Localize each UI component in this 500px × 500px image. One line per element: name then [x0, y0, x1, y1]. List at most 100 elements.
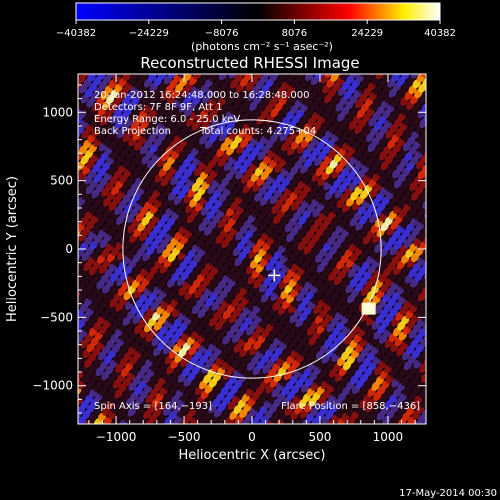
- heatmap-cell: [286, 425, 298, 437]
- colorbar-tick-label: −24229: [129, 28, 169, 39]
- heatmap-cell: [425, 254, 437, 266]
- heatmap-cell: [254, 74, 263, 80]
- heatmap-cell: [362, 60, 374, 72]
- heatmap-cell: [425, 315, 437, 327]
- heatmap-cell: [324, 74, 333, 78]
- heatmap-cell: [429, 309, 441, 321]
- heatmap-cell: [426, 289, 438, 301]
- heatmap-cell: [67, 293, 79, 305]
- x-tick-label: −1000: [96, 430, 137, 444]
- heatmap-cell: [350, 74, 359, 79]
- heatmap-cell: [200, 424, 212, 436]
- heatmap-cell: [74, 63, 86, 75]
- heatmap-cell: [63, 90, 75, 102]
- heatmap-cell: [378, 63, 390, 75]
- heatmap-cell: [428, 273, 440, 285]
- heatmap-cell: [62, 80, 74, 92]
- heatmap-cell: [81, 74, 90, 78]
- heatmap-cell: [431, 258, 443, 270]
- colorbar-tick-label: 24229: [351, 28, 383, 39]
- heatmap-cell: [244, 74, 253, 81]
- heatmap-cell: [428, 90, 440, 102]
- heatmap-cell: [84, 428, 96, 440]
- heatmap-cell: [429, 64, 441, 76]
- heatmap-cell: [296, 423, 308, 435]
- heatmap-cell: [429, 125, 441, 137]
- flare-position-label: Flare Position = [858,−436]: [281, 401, 420, 412]
- heatmap-cell: [67, 84, 79, 96]
- heatmap-cell: [430, 406, 442, 418]
- heatmap-cell: [78, 57, 90, 69]
- heatmap-cell: [193, 74, 202, 80]
- heatmap-cell: [426, 350, 438, 362]
- y-tick-label: −1000: [32, 379, 73, 393]
- heatmap-cell: [430, 222, 442, 234]
- heatmap-cell: [427, 421, 439, 433]
- heatmap-cell: [413, 62, 425, 74]
- heatmap-cell: [426, 167, 438, 179]
- heatmap-cell: [235, 423, 247, 435]
- heatmap-cell: [67, 416, 79, 428]
- heatmap-cell: [429, 187, 441, 199]
- annotation-detectors: Detectors: 7F 8F 9F, Att 1: [94, 102, 222, 113]
- heatmap-cell: [382, 57, 394, 69]
- heatmap-cell: [65, 406, 77, 418]
- heatmap-cell: [68, 426, 80, 438]
- heatmap-cell: [266, 428, 278, 440]
- heatmap-cell: [289, 74, 298, 79]
- heatmap-cell: [431, 74, 443, 86]
- heatmap-cell: [423, 60, 435, 72]
- heatmap-cell: [426, 228, 438, 240]
- y-tick-label: 0: [65, 242, 73, 256]
- heatmap-cell: [167, 74, 177, 79]
- footer-date: 17-May-2014 00:30: [399, 488, 497, 499]
- heatmap-cell: [66, 197, 78, 209]
- heatmap-cell: [314, 74, 324, 80]
- heatmap-cell: [94, 59, 106, 71]
- heatmap-cell: [97, 74, 106, 81]
- heatmap-cell: [155, 426, 167, 438]
- annotation-time-range: 20-Jun-2012 16:24:48.000 to 16:28:48.000: [94, 90, 310, 101]
- heatmap-cell: [398, 59, 410, 71]
- heatmap-cell: [408, 425, 420, 437]
- heatmap-cell: [238, 74, 247, 77]
- heatmap-cell: [428, 212, 440, 224]
- heatmap-cell: [431, 380, 443, 392]
- annotation-total-counts: Total counts: 4.275+04: [199, 126, 316, 137]
- colorbar-ticks: −40382 −24229 −8076 8076 24229 40382: [56, 20, 456, 39]
- heatmap-cell: [337, 426, 349, 438]
- heatmap-cell: [279, 74, 288, 81]
- colorbar: −40382 −24229 −8076 8076 24229 40382 (photons…: [56, 2, 456, 53]
- heatmap-cell: [64, 64, 76, 76]
- heatmap-cell: [427, 177, 439, 189]
- heatmap-cell: [66, 258, 78, 270]
- heatmap-cell: [408, 58, 420, 70]
- heatmap-cell: [64, 187, 76, 199]
- heatmap-cell: [428, 335, 440, 347]
- heatmap-cell: [365, 74, 375, 81]
- chart-title: Reconstructed RHESSI Image: [140, 54, 359, 72]
- heatmap-cell: [304, 74, 314, 81]
- heatmap-cell: [65, 161, 77, 173]
- heatmap-cell: [428, 396, 440, 408]
- heatmap-cell: [157, 74, 167, 81]
- heatmap-cell: [427, 141, 439, 153]
- heatmap-cell: [276, 426, 288, 438]
- heatmap-cell: [388, 61, 400, 73]
- heatmap-cell: [340, 74, 349, 81]
- heatmap-cell: [62, 325, 74, 337]
- heatmap-cell: [116, 74, 126, 77]
- colorbar-tick-label: −40382: [56, 28, 96, 39]
- heatmap-cell: [63, 335, 75, 347]
- heatmap-cell: [427, 238, 439, 250]
- y-tick-label: 500: [50, 174, 73, 188]
- heatmap-cell: [63, 360, 75, 372]
- heatmap-cell: [109, 62, 121, 74]
- heatmap-cell: [64, 126, 76, 138]
- heatmap-cell: [425, 70, 437, 82]
- heatmap-cell: [63, 396, 75, 408]
- x-tick-label: −500: [168, 430, 201, 444]
- heatmap-cell: [427, 325, 439, 337]
- heatmap-cell: [218, 74, 227, 81]
- heatmap-cell: [66, 135, 78, 147]
